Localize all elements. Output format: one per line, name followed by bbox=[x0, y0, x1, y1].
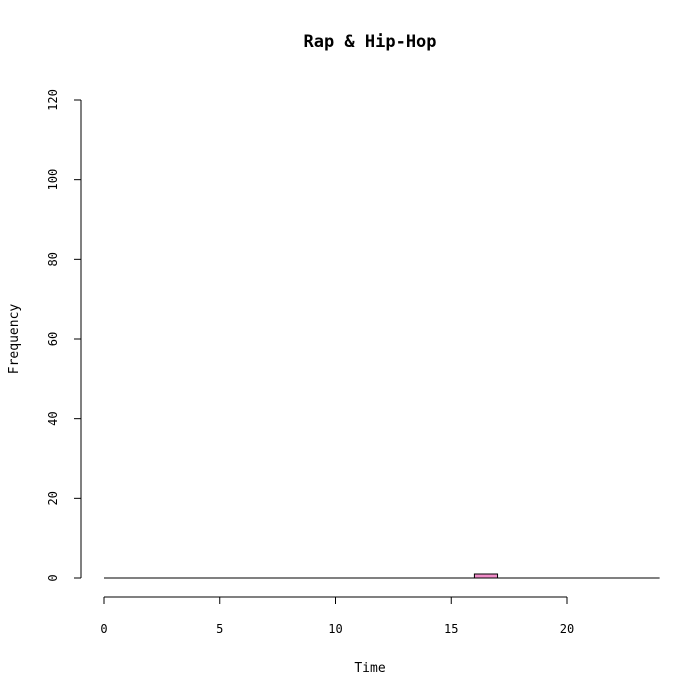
y-tick-label: 0 bbox=[46, 574, 60, 581]
y-tick-label: 120 bbox=[46, 89, 60, 111]
y-tick-label: 20 bbox=[46, 491, 60, 505]
x-tick-label: 10 bbox=[328, 622, 342, 636]
histogram-bar bbox=[473, 573, 499, 579]
x-axis-label: Time bbox=[354, 661, 385, 676]
chart-title: Rap & Hip-Hop bbox=[303, 32, 436, 52]
x-tick-label: 0 bbox=[100, 622, 107, 636]
y-axis-label: Frequency bbox=[7, 304, 22, 375]
y-tick-label: 40 bbox=[46, 411, 60, 425]
y-tick-label: 80 bbox=[46, 252, 60, 266]
x-tick-label: 5 bbox=[216, 622, 223, 636]
bars-group bbox=[104, 573, 660, 579]
y-tick-label: 100 bbox=[46, 169, 60, 191]
x-tick-label: 15 bbox=[444, 622, 458, 636]
x-axis: 0 5 10 15 20 bbox=[100, 596, 574, 636]
x-tick-label: 20 bbox=[560, 622, 574, 636]
y-tick-label: 60 bbox=[46, 332, 60, 346]
y-axis: 0 20 40 60 80 100 120 bbox=[46, 89, 82, 582]
